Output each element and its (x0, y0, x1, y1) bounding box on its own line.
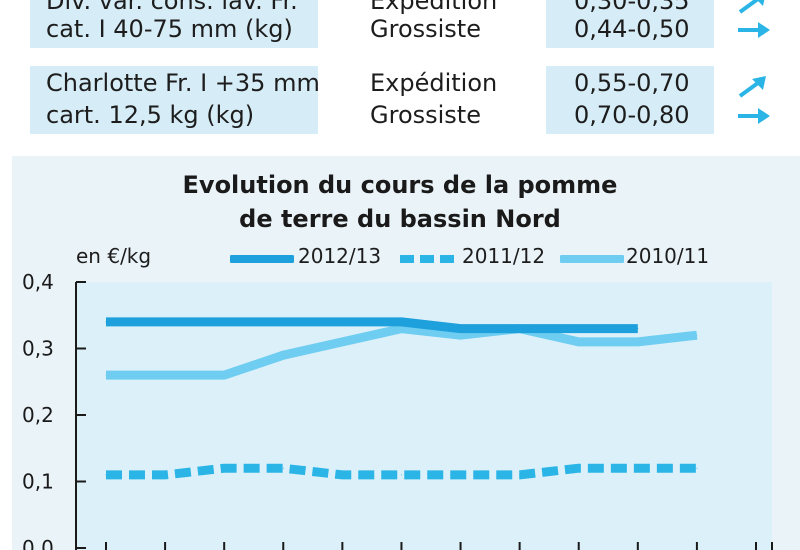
data-point (223, 374, 225, 376)
data-point (578, 467, 580, 469)
y-tick-label: 0,4 (22, 270, 54, 294)
product-line-2: cat. I 40-75 mm (kg) (46, 15, 293, 43)
series-line-2012-13 (106, 317, 638, 334)
price-table: Div. var. cons. lav. Fr. cat. I 40-75 mm… (0, 0, 800, 150)
data-point (519, 328, 521, 330)
data-point (105, 321, 107, 323)
data-point (637, 328, 639, 330)
data-point (637, 341, 639, 343)
price-cell-bg (546, 0, 714, 48)
data-point (164, 474, 166, 476)
price-cell-bg (546, 66, 714, 134)
data-point (696, 334, 698, 336)
data-point (519, 474, 521, 476)
data-point (460, 334, 462, 336)
data-point (578, 341, 580, 343)
product-line-2: cart. 12,5 kg (kg) (46, 101, 255, 129)
product-cell-bg (30, 66, 318, 134)
legend-swatch (230, 255, 294, 263)
legend-label: 2010/11 (626, 244, 710, 268)
data-point (282, 354, 284, 356)
data-point (223, 321, 225, 323)
data-point (637, 467, 639, 469)
product-line-1: Div. var. cons. lav. Fr. (46, 0, 298, 15)
data-point (460, 328, 462, 330)
stage-line-2: Grossiste (370, 15, 481, 43)
table-row: Charlotte Fr. I +35 mm cart. 12,5 kg (kg… (30, 66, 795, 134)
data-point (400, 474, 402, 476)
chart-title-line-2: de terre du bassin Nord (239, 205, 561, 233)
legend-item-2011: 2011/12 (398, 244, 558, 274)
up-arrow-icon (738, 0, 765, 14)
data-point (578, 328, 580, 330)
legend-label: 2011/12 (462, 244, 546, 268)
price-line-2: 0,44-0,50 (574, 15, 690, 43)
y-unit-label: en €/kg (76, 244, 152, 268)
product-cell-bg (30, 0, 318, 48)
data-point (223, 467, 225, 469)
up-arrow-icon (738, 76, 766, 98)
right-arrow-icon (738, 108, 770, 124)
y-tick-label: 0,0 (22, 536, 54, 550)
data-point (400, 328, 402, 330)
chart-title-line-1: Evolution du cours de la pomme (182, 171, 618, 199)
data-point (341, 474, 343, 476)
table-row: Div. var. cons. lav. Fr. cat. I 40-75 mm… (30, 0, 795, 48)
data-point (282, 321, 284, 323)
y-tick-label: 0,3 (22, 337, 54, 361)
price-line-1: 0,55-0,70 (574, 69, 690, 97)
data-point (105, 474, 107, 476)
data-point (341, 341, 343, 343)
data-point (460, 474, 462, 476)
legend-item-2010: 2010/11 (560, 244, 720, 274)
y-tick-label: 0,2 (22, 403, 54, 427)
series-line-2011-12 (106, 463, 697, 480)
stage-line-1: Expédition (370, 69, 498, 97)
data-point (164, 321, 166, 323)
data-point (400, 321, 402, 323)
data-point (164, 374, 166, 376)
data-point (282, 467, 284, 469)
price-line-2: 0,70-0,80 (574, 101, 690, 129)
data-point (696, 467, 698, 469)
product-line-1: Charlotte Fr. I +35 mm (46, 69, 320, 97)
data-point (105, 374, 107, 376)
right-arrow-icon (738, 22, 770, 38)
legend-swatch (560, 255, 624, 263)
price-line-1: 0,30-0,35 (574, 0, 690, 15)
legend-swatch (400, 255, 456, 263)
stage-line-2: Grossiste (370, 101, 481, 129)
y-tick-label: 0,1 (22, 470, 54, 494)
legend-label: 2012/13 (298, 244, 382, 268)
legend-item-2012: 2012/13 (230, 244, 390, 274)
data-point (341, 321, 343, 323)
stage-line-1: Expédition (370, 0, 498, 15)
